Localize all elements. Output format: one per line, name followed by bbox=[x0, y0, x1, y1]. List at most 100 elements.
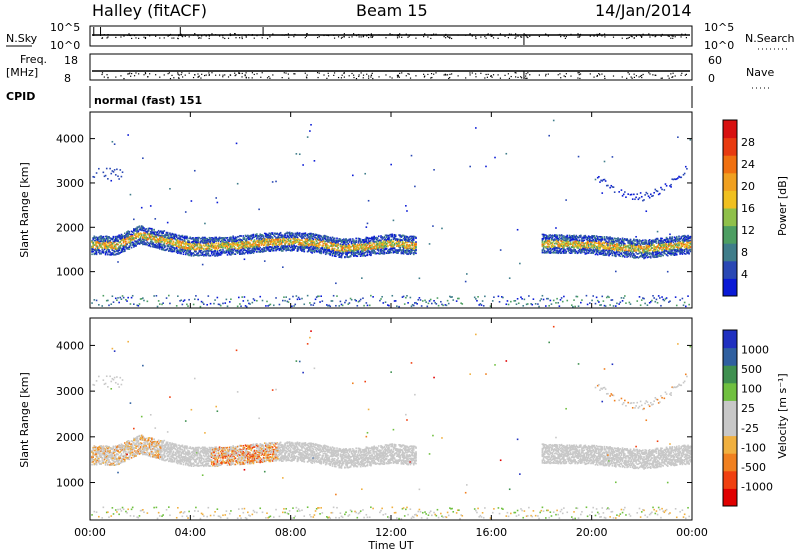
power-echo bbox=[217, 202, 219, 204]
power-echo bbox=[519, 263, 521, 265]
nave-sample bbox=[254, 74, 255, 75]
power-echo bbox=[498, 296, 500, 298]
power-echo bbox=[407, 302, 409, 304]
power-echo bbox=[399, 242, 401, 244]
power-echo bbox=[359, 300, 361, 302]
power-echo bbox=[270, 234, 272, 236]
nsky-sample bbox=[128, 33, 129, 34]
power-echo bbox=[239, 251, 241, 253]
power-echo bbox=[115, 298, 117, 300]
power-echo bbox=[414, 186, 416, 188]
power-echo bbox=[419, 277, 421, 279]
nsky-sample bbox=[372, 36, 373, 37]
power-echo bbox=[138, 241, 140, 243]
power-echo bbox=[311, 252, 313, 254]
nsky-sample bbox=[272, 33, 273, 34]
power-echo bbox=[282, 300, 284, 302]
nsky-sample bbox=[515, 33, 516, 34]
power-echo bbox=[319, 244, 321, 246]
nsky-sample bbox=[433, 33, 434, 34]
power-echo bbox=[220, 249, 222, 251]
nave-sample bbox=[500, 78, 501, 79]
power-echo bbox=[129, 248, 131, 250]
power-echo bbox=[340, 238, 342, 240]
power-echo bbox=[507, 300, 509, 302]
nave-sample bbox=[515, 72, 516, 73]
nsky-sample bbox=[305, 37, 306, 38]
power-echo bbox=[272, 181, 274, 183]
power-echo bbox=[309, 130, 311, 132]
power-echo bbox=[314, 241, 316, 243]
nave-sample bbox=[366, 74, 367, 75]
power-echo bbox=[232, 235, 234, 237]
power-echo bbox=[326, 243, 328, 245]
power-echo bbox=[96, 300, 98, 302]
power-echo bbox=[528, 295, 530, 297]
nave-sample bbox=[134, 75, 135, 76]
power-echo bbox=[452, 299, 454, 301]
freq-label: Freq. bbox=[20, 53, 47, 66]
nave-sample bbox=[143, 74, 144, 75]
nsky-sample bbox=[143, 37, 144, 38]
nsky-sample bbox=[643, 34, 644, 35]
power-echo bbox=[204, 223, 206, 225]
power-echo bbox=[398, 306, 400, 308]
power-echo bbox=[355, 300, 357, 302]
nsky-sample bbox=[368, 34, 369, 35]
nsky-trace bbox=[92, 27, 690, 45]
power-echo bbox=[240, 305, 242, 307]
power-echo bbox=[433, 300, 435, 302]
nsky-sample bbox=[129, 35, 130, 36]
power-echo bbox=[419, 297, 421, 299]
power-echo bbox=[138, 236, 140, 238]
power-echo bbox=[413, 238, 415, 240]
power-echo bbox=[357, 305, 359, 307]
power-echo bbox=[420, 299, 422, 301]
power-echo bbox=[332, 300, 334, 302]
power-echo bbox=[91, 254, 93, 256]
nave-sample bbox=[268, 76, 269, 77]
nsky-sample bbox=[634, 37, 635, 38]
nave-sample bbox=[177, 72, 178, 73]
power-echo bbox=[210, 255, 212, 257]
power-echo bbox=[517, 298, 519, 300]
nsky-sample bbox=[185, 36, 186, 37]
power-echo bbox=[438, 305, 440, 307]
power-echo bbox=[499, 301, 501, 303]
nave-sample bbox=[498, 74, 499, 75]
power-echo bbox=[458, 298, 460, 300]
power-echo bbox=[303, 303, 305, 305]
power-echo bbox=[238, 297, 240, 299]
nave-sample bbox=[661, 78, 662, 79]
power-echo bbox=[500, 249, 502, 251]
power-echo bbox=[129, 231, 131, 233]
nave-sample bbox=[101, 74, 102, 75]
power-echo bbox=[305, 232, 307, 234]
power-echo bbox=[303, 251, 305, 253]
nave-sample bbox=[341, 77, 342, 78]
power-echo bbox=[302, 164, 304, 166]
nsky-sample bbox=[599, 33, 600, 34]
power-echo bbox=[258, 248, 260, 250]
nave-sample bbox=[488, 74, 489, 75]
nsky-sample bbox=[681, 34, 682, 35]
power-echo bbox=[98, 239, 100, 241]
power-echo bbox=[447, 300, 449, 302]
power-echo bbox=[297, 299, 299, 301]
nsky-sample bbox=[323, 35, 324, 36]
nave-sample bbox=[639, 76, 640, 77]
power-echo bbox=[112, 246, 114, 248]
nave-sample bbox=[363, 75, 364, 76]
power-echo bbox=[335, 305, 337, 307]
power-echo bbox=[235, 247, 237, 249]
power-echo bbox=[314, 252, 316, 254]
nave-sample bbox=[566, 73, 567, 74]
power-echo bbox=[142, 297, 144, 299]
nave-sample bbox=[430, 77, 431, 78]
power-echo bbox=[157, 232, 159, 234]
power-echo bbox=[200, 306, 202, 308]
nave-sample bbox=[317, 77, 318, 78]
nsky-sample bbox=[604, 36, 605, 37]
nave-sample bbox=[356, 78, 357, 79]
power-echo bbox=[322, 247, 324, 249]
